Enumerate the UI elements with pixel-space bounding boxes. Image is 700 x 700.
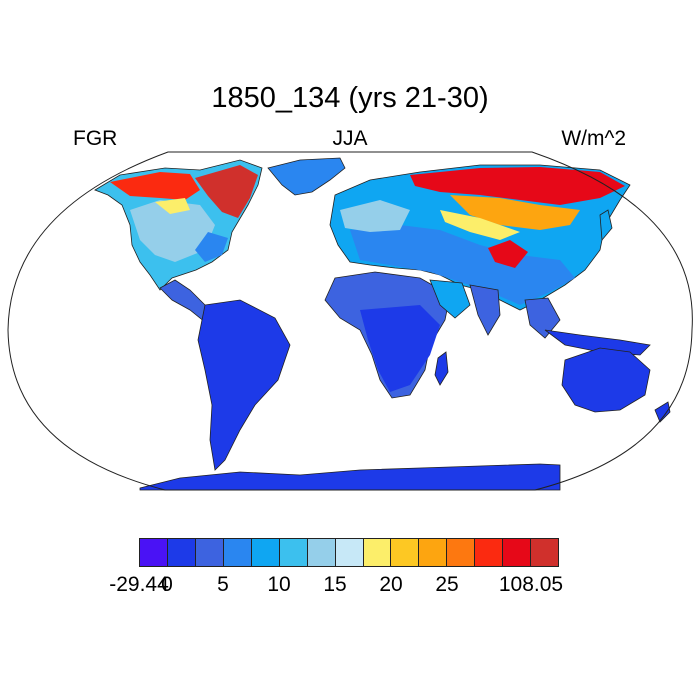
- colorbar-swatch: [503, 539, 532, 566]
- europe-cool: [340, 200, 410, 232]
- season-label: JJA: [332, 127, 368, 150]
- colorbar-tick-label: -29.44: [109, 573, 169, 596]
- na-warm-arctic: [110, 172, 200, 200]
- tibet-hot: [488, 240, 528, 268]
- antarctica: [139, 463, 561, 491]
- greenland: [267, 157, 346, 196]
- siberia-hot: [410, 167, 625, 205]
- arabia: [429, 279, 471, 319]
- new-zealand: [654, 401, 671, 423]
- colorbar-tick-label: 10: [267, 573, 291, 596]
- colorbar-tick-label: 25: [435, 573, 459, 596]
- colorbar-swatch: [475, 539, 504, 566]
- colorbar-swatch: [391, 539, 420, 566]
- south-america: [197, 299, 291, 471]
- colorbar-swatch: [363, 539, 392, 566]
- australia: [561, 347, 651, 413]
- colorbar-tick-label: 15: [323, 573, 347, 596]
- colorbar-swatch: [447, 539, 476, 566]
- colorbar-tick-label: 108.05: [498, 573, 564, 596]
- na-east: [195, 232, 228, 262]
- india: [469, 284, 501, 336]
- variable-label: FGR: [73, 127, 118, 150]
- colorbar-swatch: [419, 539, 448, 566]
- siberia-orange: [450, 195, 580, 230]
- colorbar-swatch: [251, 539, 280, 566]
- colorbar-swatch: [167, 539, 196, 566]
- map-outline: [7, 151, 693, 491]
- colorbar-swatch: [279, 539, 308, 566]
- colorbar-swatch: [335, 539, 364, 566]
- colorbar-swatch: [140, 539, 168, 566]
- colorbar: [139, 538, 559, 567]
- indonesia: [544, 329, 651, 356]
- land-layer: [94, 157, 671, 491]
- siberia-yellow: [440, 210, 520, 240]
- colorbar-tick-label: 0: [161, 573, 173, 596]
- colorbar-swatch: [307, 539, 336, 566]
- se-asia: [524, 297, 561, 339]
- colorbar-swatch: [195, 539, 224, 566]
- colorbar-swatch: [531, 539, 559, 566]
- na-cool-west: [130, 200, 215, 262]
- na-canada-hot: [195, 165, 258, 218]
- japan: [599, 209, 613, 242]
- africa-south: [360, 305, 440, 392]
- colorbar-tick-label: 20: [379, 573, 403, 596]
- map-title: 1850_134 (yrs 21-30): [211, 82, 489, 114]
- colorbar-swatch: [223, 539, 252, 566]
- na-yellow: [155, 198, 190, 214]
- colorbar-tick-label: 5: [217, 573, 229, 596]
- madagascar: [434, 351, 449, 386]
- units-label: W/m^2: [561, 127, 626, 150]
- eurasia-south-cool: [350, 225, 575, 305]
